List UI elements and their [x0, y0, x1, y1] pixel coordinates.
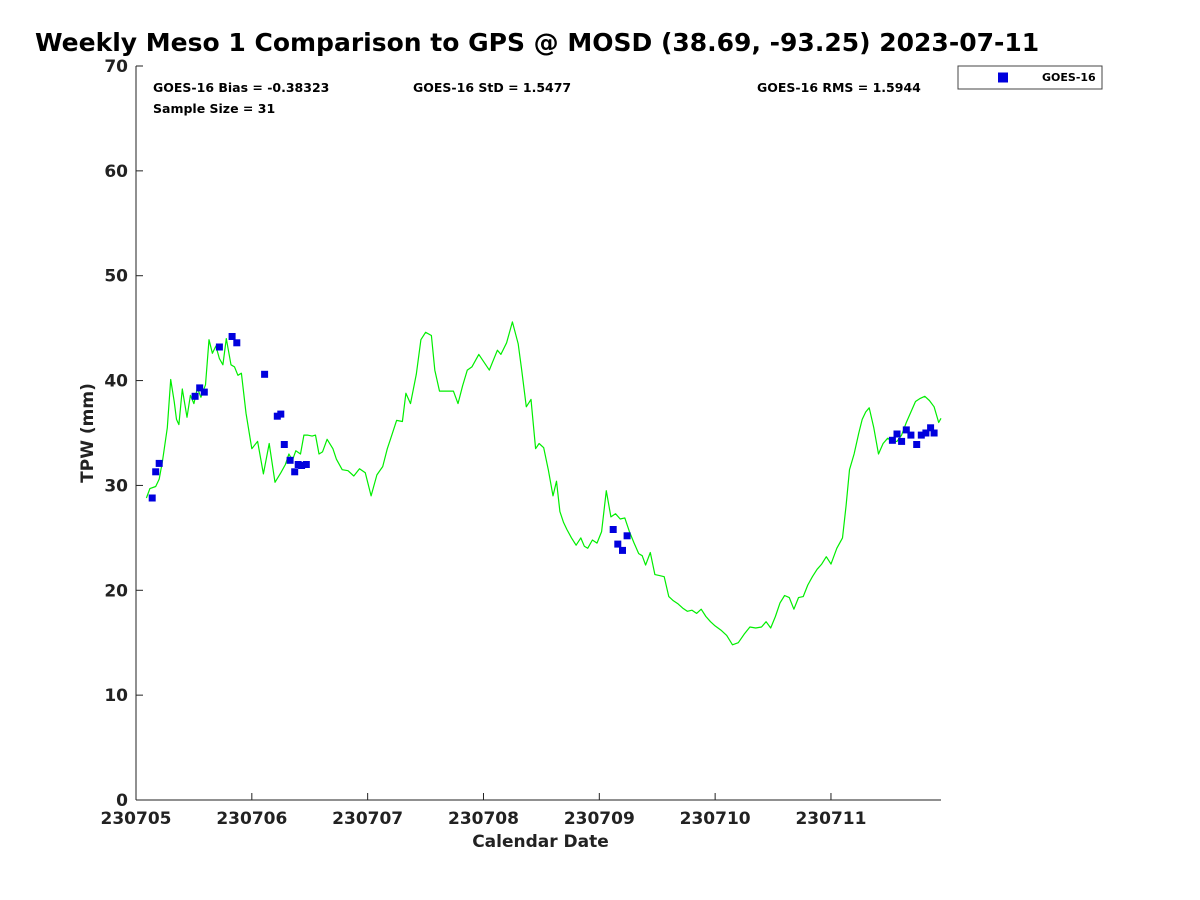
goes16-point — [280, 441, 288, 448]
goes16-point — [277, 410, 285, 418]
x-tick-label: 230705 — [101, 809, 172, 829]
x-tick-label: 230707 — [332, 809, 403, 829]
goes16-point — [902, 426, 910, 434]
sample-size-stat: Sample Size = 31 — [153, 101, 275, 116]
y-tick-label: 0 — [116, 791, 128, 811]
goes16-point — [152, 468, 160, 476]
y-tick-label: 40 — [104, 372, 128, 392]
x-tick-label: 230708 — [448, 809, 519, 829]
x-tick-label: 230706 — [216, 809, 287, 829]
goes16-point — [261, 370, 269, 378]
rms-stat: GOES-16 RMS = 1.5944 — [757, 80, 921, 95]
x-ticks: 230705 230706 230707 230708 230709 230710 2307… — [101, 793, 866, 829]
axes: 230705 230706 230707 230708 230709 230710 2307… — [101, 57, 941, 829]
goes16-point — [215, 343, 223, 351]
legend-marker-goes16 — [998, 72, 1008, 83]
x-tick-label: 230710 — [680, 809, 751, 829]
goes16-point — [913, 441, 921, 448]
goes16-point — [200, 388, 208, 396]
goes16-point — [148, 494, 156, 502]
goes16-point — [930, 429, 938, 437]
goes16-point — [233, 339, 241, 347]
goes16-point — [191, 392, 199, 400]
y-tick-label: 60 — [104, 162, 128, 182]
y-tick-label: 10 — [104, 686, 128, 706]
x-tick-label: 230711 — [795, 809, 866, 829]
bias-stat: GOES-16 Bias = -0.38323 — [153, 80, 329, 95]
goes16-point — [623, 532, 631, 540]
y-tick-label: 20 — [104, 581, 128, 601]
goes16-point — [614, 540, 622, 548]
legend-box — [957, 65, 1103, 90]
goes16-point — [302, 461, 310, 468]
gps-tpw-line — [145, 321, 942, 646]
goes16-point — [155, 459, 163, 467]
y-tick-label: 70 — [104, 57, 128, 77]
y-axis-label: TPW (mm) — [78, 383, 98, 483]
std-stat: GOES-16 StD = 1.5477 — [413, 80, 571, 95]
goes16-point — [922, 429, 930, 437]
y-ticks: 0 10 20 30 40 50 60 70 — [104, 57, 143, 811]
page-title: Weekly Meso 1 Comparison to GPS @ MOSD (… — [35, 28, 1040, 57]
y-tick-label: 50 — [104, 267, 128, 287]
goes16-point — [927, 424, 935, 432]
goes16-point — [291, 468, 299, 476]
goes16-point — [898, 437, 906, 445]
goes16-point — [196, 384, 204, 392]
goes16-point — [609, 526, 617, 533]
legend-label-goes16: GOES-16 — [1042, 71, 1096, 84]
goes16-point — [286, 456, 294, 464]
plot-area — [145, 321, 942, 646]
goes16-point — [917, 431, 925, 439]
y-tick-label: 30 — [104, 476, 128, 496]
goes16-point — [298, 462, 306, 469]
goes16-point — [893, 430, 901, 438]
goes16-point — [619, 546, 626, 554]
legend: GOES-16 — [957, 65, 1103, 90]
x-axis-label: Calendar Date — [472, 832, 609, 852]
goes16-point — [907, 431, 915, 439]
x-tick-label: 230709 — [564, 809, 635, 829]
goes16-point — [228, 333, 236, 340]
goes16-point — [888, 436, 896, 444]
